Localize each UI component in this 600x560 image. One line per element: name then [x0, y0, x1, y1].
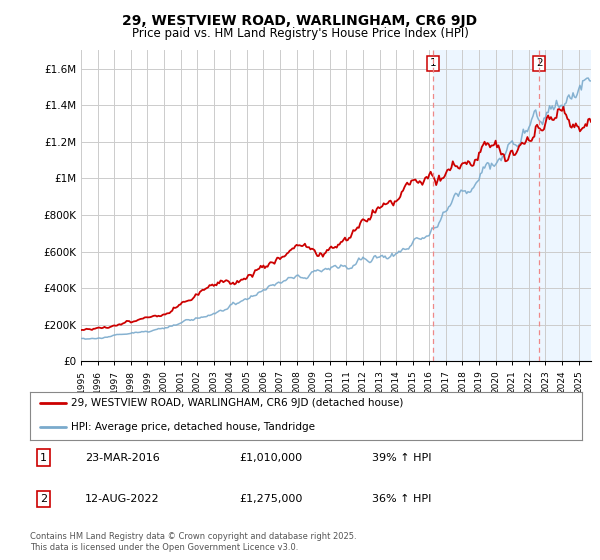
Text: £1,275,000: £1,275,000: [240, 494, 303, 504]
Text: 29, WESTVIEW ROAD, WARLINGHAM, CR6 9JD (detached house): 29, WESTVIEW ROAD, WARLINGHAM, CR6 9JD (…: [71, 398, 404, 408]
Text: Price paid vs. HM Land Registry's House Price Index (HPI): Price paid vs. HM Land Registry's House …: [131, 27, 469, 40]
Text: 2: 2: [536, 58, 542, 68]
Bar: [433, 50, 591, 361]
Text: 36% ↑ HPI: 36% ↑ HPI: [372, 494, 431, 504]
Text: 1: 1: [40, 452, 47, 463]
Text: £1,010,000: £1,010,000: [240, 452, 303, 463]
Text: 1: 1: [430, 58, 436, 68]
Text: 39% ↑ HPI: 39% ↑ HPI: [372, 452, 432, 463]
Text: Contains HM Land Registry data © Crown copyright and database right 2025.
This d: Contains HM Land Registry data © Crown c…: [30, 532, 356, 552]
Text: 12-AUG-2022: 12-AUG-2022: [85, 494, 160, 504]
Text: HPI: Average price, detached house, Tandridge: HPI: Average price, detached house, Tand…: [71, 422, 316, 432]
Text: 29, WESTVIEW ROAD, WARLINGHAM, CR6 9JD: 29, WESTVIEW ROAD, WARLINGHAM, CR6 9JD: [122, 14, 478, 28]
Text: 23-MAR-2016: 23-MAR-2016: [85, 452, 160, 463]
Text: 2: 2: [40, 494, 47, 504]
